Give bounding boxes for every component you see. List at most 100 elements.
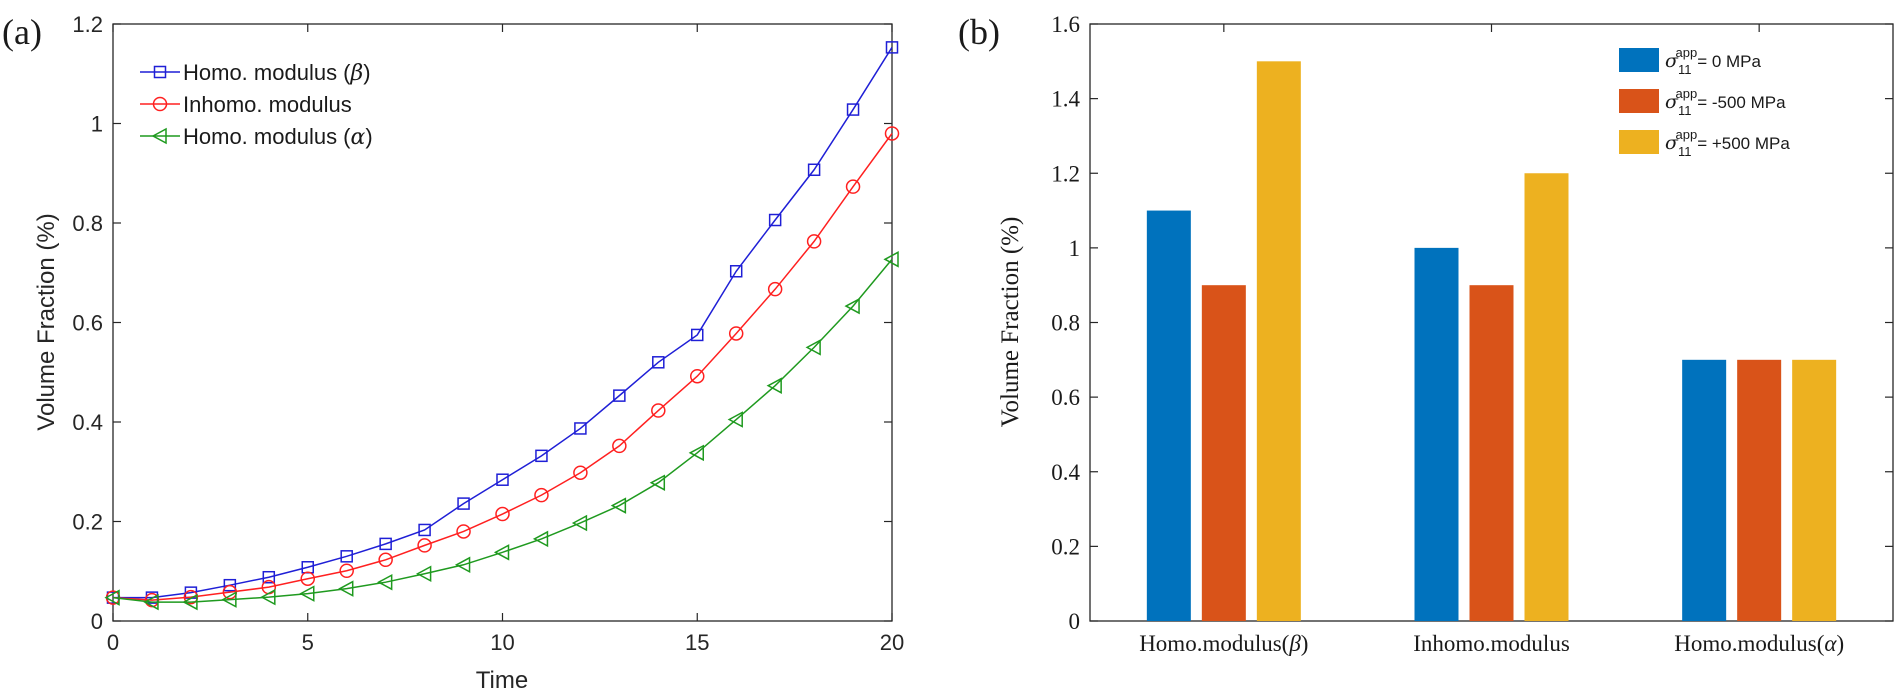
panel-a-data-point xyxy=(104,589,120,606)
panel-a-legend-label: Homo. modulus (α) xyxy=(183,124,373,150)
panel-b-legend-entry: σ11app= +500 MPa xyxy=(1619,127,1790,159)
panel-b-legend-label: σ11app= +500 MPa xyxy=(1665,127,1790,159)
panel-a-legend: Homo. modulus (β) Inhomo. modulus Homo. mo… xyxy=(140,60,373,150)
panel-b-bar xyxy=(1414,247,1459,621)
panel-a-data-point xyxy=(845,179,861,194)
panel-a-y-tick-label: 0.4 xyxy=(72,410,103,435)
panel-a-data-point xyxy=(260,588,276,606)
panel-a-data-point xyxy=(610,497,627,514)
panel-a-legend-entry: Inhomo. modulus xyxy=(140,92,352,117)
panel-a-data-point xyxy=(456,524,471,539)
panel-a-data-point xyxy=(728,326,744,341)
panel-a-data-point xyxy=(416,565,432,582)
panel-a-x-tick-label: 5 xyxy=(302,630,314,655)
panel-b-bar xyxy=(1256,61,1301,621)
panel-a-legend-marker xyxy=(152,96,168,112)
panel-b-legend-entry: σ11app= 0 MPa xyxy=(1619,45,1762,77)
panel-a-y-tick-label: 1 xyxy=(91,112,103,137)
panel-b-y-tick-label: 1.2 xyxy=(1051,161,1080,186)
panel-a-data-point xyxy=(612,438,627,454)
panel-b-legend-swatch xyxy=(1619,89,1659,113)
panel-a-data-point xyxy=(652,356,665,369)
panel-a-data-point xyxy=(768,213,782,227)
panel-a-data-point xyxy=(221,591,237,608)
panel-a-data-point xyxy=(844,297,860,315)
panel-a-data-point xyxy=(805,339,821,356)
panel-a-data-point xyxy=(688,444,704,462)
panel-a-data-point xyxy=(807,163,821,177)
panel-a-y-axis-title: Volume Fraction (%) xyxy=(33,213,60,430)
panel-b-legend-swatch xyxy=(1619,48,1659,72)
panel-a-plot-area xyxy=(112,23,893,622)
panel-a-x-tick-label: 0 xyxy=(107,630,119,655)
panel-a-legend-label: Inhomo. modulus xyxy=(183,92,352,117)
panel-a-data-point xyxy=(729,265,743,278)
panel-a-y-tick-label: 0 xyxy=(91,609,103,634)
panel-b-y-tick-label: 1.6 xyxy=(1051,12,1080,37)
panel-a-x-tick-label: 20 xyxy=(880,630,904,655)
panel-a-series-1 xyxy=(106,41,899,604)
panel-a-data-point xyxy=(379,537,392,551)
panel-a-data-point xyxy=(573,465,588,480)
panel-a-data-point xyxy=(339,563,354,579)
panel-b-y-tick-label: 1 xyxy=(1069,236,1081,261)
panel-b-y-tick-label: 0 xyxy=(1069,609,1081,634)
panel-a-data-point xyxy=(651,403,666,418)
panel-b-legend: σ11app= 0 MPa σ11app= -500 MPa σ11app= +50… xyxy=(1619,45,1790,159)
panel-a-label: (a) xyxy=(2,12,42,52)
panel-a-data-point xyxy=(574,422,587,435)
panel-a-data-point xyxy=(457,497,470,510)
panel-a-data-point xyxy=(571,514,588,532)
panel-a-data-point xyxy=(454,556,471,574)
panel-a-data-point xyxy=(727,411,743,428)
panel-a-data-point xyxy=(883,251,899,268)
panel-b-y-axis-title: Volume Fraction (%) xyxy=(997,217,1024,428)
panel-b-bar xyxy=(1201,285,1246,621)
panel-a-data-point xyxy=(846,103,860,116)
panel-a-legend-entry: Homo. modulus (α) xyxy=(140,124,373,150)
panel-a-data-point xyxy=(223,578,237,592)
panel-a-data-point xyxy=(690,368,705,384)
panel-b-y-tick-label: 0.6 xyxy=(1051,385,1080,410)
panel-a-data-point xyxy=(613,389,626,402)
panel-a-data-point xyxy=(532,530,549,548)
panel-b-y-tick-label: 1.4 xyxy=(1051,87,1080,112)
panel-b-bar xyxy=(1524,173,1569,621)
panel-a-data-point xyxy=(338,580,354,597)
panel-b-bar-chart: (b) 0 0.2 0.4 0.6 0.8 1 1.2 1.4 1.6 Homo.modulus… xyxy=(958,12,1894,656)
panel-a-legend-marker xyxy=(151,127,167,145)
panel-b-legend-swatch xyxy=(1619,130,1659,154)
panel-a-data-point xyxy=(340,550,353,563)
panel-a-legend-entry: Homo. modulus (β) xyxy=(140,60,371,86)
panel-a-legend-label: Homo. modulus (β) xyxy=(183,60,371,86)
panel-a-data-point xyxy=(885,41,899,54)
panel-a-series-3 xyxy=(104,251,899,611)
panel-a-data-point xyxy=(299,585,315,602)
panel-a-data-point xyxy=(262,570,276,584)
panel-a-x-tick-label: 10 xyxy=(490,630,514,655)
panel-a-y-tick-label: 0.8 xyxy=(72,211,103,236)
panel-a-data-point xyxy=(377,573,393,591)
panel-a-legend-marker xyxy=(153,65,167,79)
panel-a-data-point xyxy=(767,281,783,297)
panel-a-y-tick-label: 0.2 xyxy=(72,510,103,535)
panel-b-bar xyxy=(1469,285,1514,621)
panel-a-data-point xyxy=(766,377,782,394)
panel-a-data-point xyxy=(496,473,509,486)
panel-b-category-label: Inhomo.modulus xyxy=(1413,631,1570,656)
panel-a-series-line xyxy=(112,133,893,601)
panel-b-category-label: Homo.modulus(α) xyxy=(1674,631,1844,656)
panel-a-line-chart: (a) 0 5 10 15 20 0 0.2 0.4 0.6 0.8 1 1.2 Time Volum… xyxy=(2,12,904,694)
panel-b-bar xyxy=(1682,359,1727,621)
panel-b-legend-label: σ11app= 0 MPa xyxy=(1665,45,1762,77)
panel-a-y-tick-label: 1.2 xyxy=(72,12,103,37)
panel-b-bar xyxy=(1737,359,1782,621)
panel-a-series-line xyxy=(112,258,893,603)
panel-b-y-tick-label: 0.8 xyxy=(1051,311,1080,336)
panel-a-x-axis-title: Time xyxy=(476,667,528,694)
panel-a-data-point xyxy=(300,571,315,586)
panel-a-data-point xyxy=(417,538,432,553)
panel-b-label: (b) xyxy=(958,12,1000,52)
panel-a-data-point xyxy=(534,487,549,503)
